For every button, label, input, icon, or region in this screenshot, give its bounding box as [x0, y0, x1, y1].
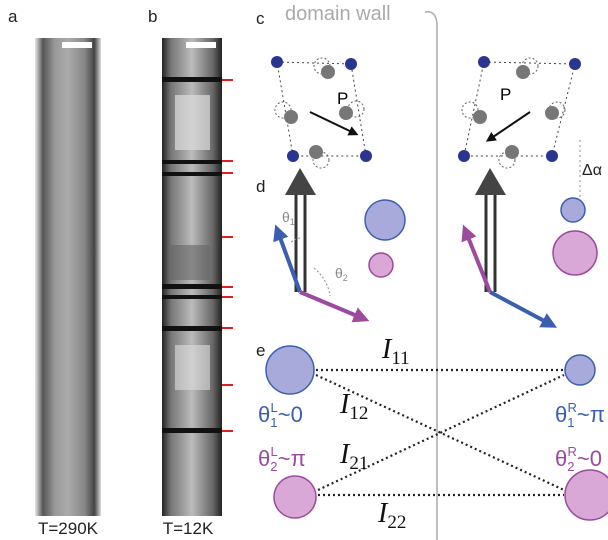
- state-label: θ2R~0: [555, 444, 602, 474]
- panel-label: b: [148, 7, 157, 26]
- domain-markers: [222, 80, 233, 431]
- figure: a b c d e T=290K T=12K domain wall: [0, 0, 608, 540]
- angle-label: θ2: [335, 265, 348, 283]
- polarization-label: P: [500, 85, 511, 104]
- temperature-label: T=12K: [163, 519, 214, 538]
- scale-bar: [186, 42, 216, 48]
- intensity-label: I11: [381, 334, 410, 369]
- intensity-label: I21: [339, 439, 368, 474]
- micrograph: [162, 38, 222, 516]
- panel-label: d: [256, 177, 265, 196]
- state-label: θ1R~π: [555, 400, 605, 430]
- polarization-label: P: [337, 89, 348, 108]
- micrograph: [35, 38, 101, 516]
- unit-cell: [458, 56, 581, 168]
- tilt-label: Δα: [582, 162, 602, 179]
- state-label: θ2L~π: [258, 444, 306, 474]
- vector-diagram: [278, 168, 405, 318]
- intensity-label: I12: [339, 389, 368, 424]
- temperature-label: T=290K: [38, 519, 99, 538]
- unit-cell: [271, 56, 372, 168]
- angle-label: θ1: [282, 209, 295, 227]
- intensity-label: I22: [377, 498, 406, 533]
- domain-wall-label: domain wall: [285, 3, 391, 25]
- panel-label: e: [256, 341, 265, 360]
- panel-label: c: [256, 9, 265, 28]
- state-label: θ1L~0: [258, 400, 303, 430]
- domain-wall: [425, 12, 437, 540]
- scale-bar: [62, 42, 92, 48]
- vector-diagram: [466, 168, 597, 324]
- panel-label: a: [8, 7, 18, 26]
